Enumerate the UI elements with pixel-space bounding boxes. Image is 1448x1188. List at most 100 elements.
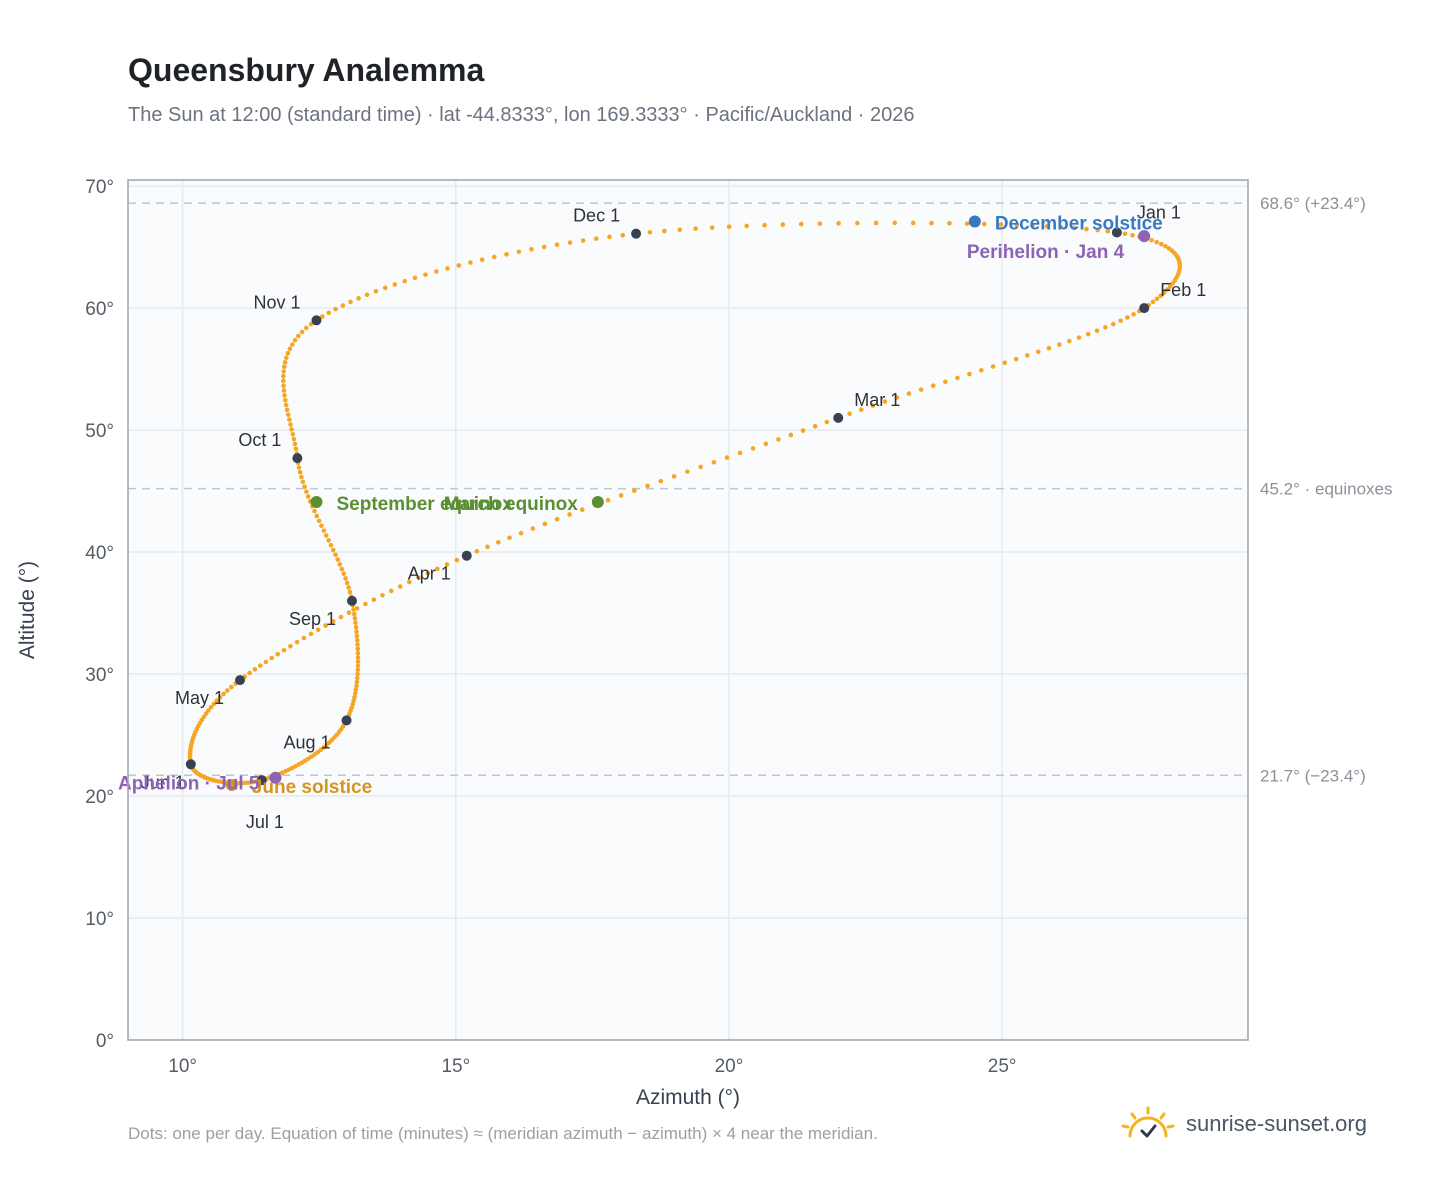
- day-dot: [918, 387, 924, 392]
- y-tick-label: 30°: [85, 665, 114, 686]
- day-dot: [580, 238, 586, 243]
- day-dot: [454, 557, 460, 563]
- month-label: Nov 1: [253, 292, 300, 312]
- day-dot: [618, 493, 624, 498]
- day-dot: [285, 350, 291, 356]
- month-marker: [833, 412, 844, 423]
- day-dot: [1030, 223, 1035, 228]
- day-dot: [981, 221, 987, 227]
- day-dot: [632, 488, 637, 493]
- day-dot: [836, 221, 841, 226]
- day-dot: [892, 220, 898, 226]
- day-dot: [998, 222, 1004, 227]
- day-dot: [416, 575, 421, 580]
- day-dot: [392, 282, 398, 287]
- day-dot: [339, 566, 345, 572]
- day-dot: [382, 285, 388, 291]
- day-dot: [301, 635, 307, 641]
- day-dot: [567, 240, 573, 245]
- day-dot: [737, 450, 743, 456]
- day-dot: [1170, 281, 1175, 286]
- day-dot: [351, 607, 356, 612]
- day-dot: [1154, 239, 1159, 245]
- day-dot: [354, 629, 359, 634]
- month-label: May 1: [175, 688, 224, 708]
- day-dot: [870, 403, 876, 408]
- day-dot: [1131, 312, 1136, 317]
- day-dot: [347, 589, 353, 595]
- day-dot: [292, 337, 298, 343]
- x-tick-label: 20°: [715, 1056, 744, 1077]
- month-marker: [292, 453, 303, 464]
- month-marker: [347, 595, 357, 606]
- day-dot: [709, 225, 715, 230]
- day-dot: [353, 687, 359, 692]
- day-dot: [943, 379, 948, 385]
- day-dot: [724, 455, 730, 460]
- x-tick-label: 15°: [441, 1056, 470, 1077]
- day-dot: [289, 342, 295, 347]
- brand[interactable]: sunrise-sunset.org: [1120, 1100, 1367, 1148]
- day-dot: [930, 383, 936, 388]
- day-dot: [726, 224, 732, 230]
- day-dot: [444, 562, 450, 567]
- day-dot: [567, 512, 572, 517]
- month-label: Sep 1: [289, 609, 336, 629]
- day-dot: [894, 395, 900, 400]
- day-dot: [1103, 325, 1108, 330]
- day-dot: [1046, 345, 1052, 351]
- day-dot: [516, 249, 522, 255]
- day-dot: [211, 701, 217, 707]
- day-dot: [354, 638, 360, 643]
- day-dot: [355, 667, 361, 673]
- month-marker: [185, 759, 196, 770]
- day-dot: [355, 671, 360, 677]
- day-dot: [281, 378, 286, 384]
- day-dot: [263, 659, 269, 665]
- day-dot: [320, 314, 325, 319]
- day-dot: [491, 254, 497, 260]
- day-dot: [605, 497, 611, 503]
- month-marker: [311, 315, 322, 326]
- day-dot: [333, 552, 338, 558]
- day-dot: [855, 220, 860, 226]
- day-dot: [373, 288, 379, 294]
- day-dot: [326, 310, 332, 316]
- y-axis-title: Altitude (°): [16, 561, 39, 659]
- day-dot: [346, 585, 351, 590]
- day-dot: [456, 263, 462, 268]
- day-dot: [504, 252, 509, 257]
- day-dot: [321, 528, 327, 533]
- day-dot: [208, 704, 214, 710]
- day-dot: [518, 530, 524, 536]
- day-dot: [343, 576, 348, 581]
- day-dot: [1167, 284, 1173, 289]
- day-dot: [662, 228, 667, 234]
- month-marker: [341, 715, 352, 726]
- day-dot: [763, 441, 769, 447]
- day-dot: [955, 375, 960, 381]
- brand-name: sunrise-sunset.org: [1186, 1111, 1367, 1136]
- day-dot: [1158, 293, 1164, 298]
- day-dot: [1044, 224, 1050, 229]
- day-dot: [304, 325, 309, 331]
- day-dot: [341, 571, 347, 577]
- day-dot: [281, 383, 286, 388]
- day-dot: [468, 260, 473, 265]
- day-dot: [964, 221, 970, 226]
- month-marker: [1139, 303, 1150, 314]
- day-dot: [328, 542, 334, 548]
- day-dot: [542, 521, 548, 527]
- day-dot: [229, 684, 234, 690]
- y-tick-label: 50°: [85, 421, 114, 442]
- day-dot: [412, 275, 418, 281]
- day-dot: [882, 399, 888, 404]
- event-label: September equinox: [336, 494, 513, 515]
- day-dot: [330, 547, 336, 553]
- day-dot: [1085, 331, 1091, 337]
- day-dot: [671, 474, 677, 479]
- day-dot: [354, 679, 360, 685]
- day-dot: [1014, 222, 1020, 228]
- day-dot: [380, 592, 385, 598]
- day-dot: [1150, 299, 1156, 305]
